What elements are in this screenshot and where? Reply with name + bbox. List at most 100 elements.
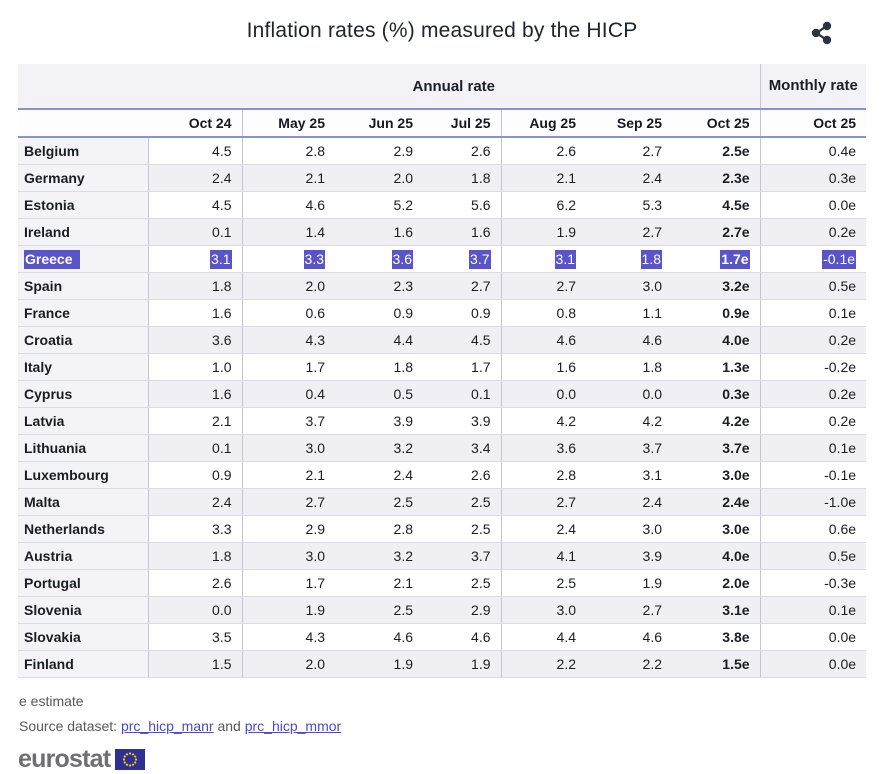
table-row: Portugal 2.6 1.7 2.1 2.5 2.5 1.9 2.0e -0.3e bbox=[18, 569, 867, 597]
cell-text: 1.6 bbox=[556, 359, 576, 375]
monthly-value-cell: 0.0e bbox=[759, 650, 867, 678]
cell-text: 2.1 bbox=[393, 575, 413, 591]
value-cell: 2.7 bbox=[423, 272, 501, 300]
cell-text: 0.1e bbox=[828, 602, 857, 618]
cell-text: 2.4 bbox=[393, 467, 413, 483]
country-cell: Lithuania bbox=[18, 434, 148, 462]
value-cell: 1.8 bbox=[335, 353, 423, 381]
country-cell: Croatia bbox=[18, 326, 148, 354]
value-cell: 1.6 bbox=[147, 380, 242, 408]
cell-text: Ireland bbox=[24, 224, 70, 240]
value-cell: 3.9 bbox=[335, 407, 423, 435]
cell-text: 0.6 bbox=[305, 305, 325, 321]
eurostat-logo-text: eurostat bbox=[18, 745, 111, 773]
cell-text: 3.6 bbox=[212, 332, 232, 348]
value-cell: 0.1 bbox=[147, 218, 242, 246]
dataset-link-prc-hicp-manr[interactable]: prc_hicp_manr bbox=[120, 718, 214, 734]
value-cell: 3.6 bbox=[500, 434, 586, 462]
cell-text: 0.1e bbox=[828, 305, 857, 321]
cell-text: 3.8e bbox=[722, 629, 750, 645]
cell-text: 2.6 bbox=[212, 575, 232, 591]
value-cell: 1.8 bbox=[586, 353, 672, 381]
cell-text: 2.5 bbox=[471, 521, 491, 537]
value-cell: 2.5 bbox=[335, 596, 423, 624]
cell-text: 2.1 bbox=[212, 413, 232, 429]
group-header-row: Annual rate Monthly rate bbox=[18, 64, 867, 109]
country-cell: Austria bbox=[18, 542, 148, 570]
country-cell: Cyprus bbox=[18, 380, 148, 408]
cell-text: 1.9 bbox=[305, 602, 325, 618]
value-cell: 2.6 bbox=[500, 137, 586, 165]
cell-text: 2.6 bbox=[471, 467, 491, 483]
cell-text: 4.0e bbox=[722, 548, 750, 564]
value-cell: 3.3 bbox=[241, 245, 335, 273]
cell-text: 3.0 bbox=[305, 548, 325, 564]
value-cell: 2.7 bbox=[500, 272, 586, 300]
eu-flag-icon bbox=[115, 749, 146, 770]
cell-text: 2.2 bbox=[642, 656, 662, 672]
cell-text: 1.7 bbox=[305, 359, 325, 375]
cell-text: 0.5e bbox=[828, 548, 857, 564]
value-cell: 0.9e bbox=[672, 299, 761, 327]
value-cell: 3.1 bbox=[147, 245, 242, 273]
table-row: Italy 1.0 1.7 1.8 1.7 1.6 1.8 1.3e -0.2e bbox=[18, 353, 867, 381]
cell-text: 2.1 bbox=[305, 467, 325, 483]
value-cell: 2.4 bbox=[335, 461, 423, 489]
cell-text: 1.9 bbox=[471, 656, 491, 672]
value-cell: 3.0 bbox=[586, 515, 672, 543]
selection-highlight: 3.6 bbox=[391, 250, 413, 269]
value-cell: 2.9 bbox=[241, 515, 335, 543]
monthly-value-cell: 0.4e bbox=[759, 137, 867, 165]
cell-text: 5.3 bbox=[642, 197, 662, 213]
value-cell: 2.4 bbox=[500, 515, 586, 543]
value-cell: 2.5e bbox=[672, 137, 761, 165]
value-cell: 5.3 bbox=[586, 191, 672, 219]
table-row: Finland 1.5 2.0 1.9 1.9 2.2 2.2 1.5e 0.0e bbox=[18, 650, 867, 678]
value-cell: 2.4 bbox=[147, 488, 242, 516]
cell-text: 3.0e bbox=[722, 521, 750, 537]
cell-text: Latvia bbox=[24, 413, 65, 429]
table-row: Croatia 3.6 4.3 4.4 4.5 4.6 4.6 4.0e 0.2e bbox=[18, 326, 867, 354]
cell-text: 1.8 bbox=[471, 170, 491, 186]
cell-text: 3.5 bbox=[212, 629, 232, 645]
cell-text: 4.0e bbox=[722, 332, 750, 348]
value-cell: 1.3e bbox=[672, 353, 761, 381]
value-cell: 3.3 bbox=[147, 515, 242, 543]
value-cell: 4.0e bbox=[672, 542, 761, 570]
cell-text: 4.6 bbox=[393, 629, 413, 645]
table-row: Slovenia 0.0 1.9 2.5 2.9 3.0 2.7 3.1e 0.1e bbox=[18, 596, 867, 624]
cell-text: 2.5 bbox=[393, 602, 413, 618]
value-cell: 1.9 bbox=[500, 218, 586, 246]
value-cell: 4.5 bbox=[423, 326, 501, 354]
value-cell: 2.1 bbox=[147, 407, 242, 435]
column-header-oct24: Oct 24 bbox=[148, 108, 242, 138]
value-cell: 4.6 bbox=[586, 623, 672, 651]
value-cell: 4.1 bbox=[500, 542, 586, 570]
value-cell: 2.7 bbox=[586, 596, 672, 624]
cell-text: 3.4 bbox=[471, 440, 491, 456]
cell-text: 0.9 bbox=[393, 305, 413, 321]
cell-text: 2.7e bbox=[722, 224, 750, 240]
value-cell: 1.6 bbox=[335, 218, 423, 246]
cell-text: 0.9 bbox=[212, 467, 232, 483]
selection-highlight: 3.7 bbox=[469, 250, 491, 269]
value-cell: 2.5 bbox=[500, 569, 586, 597]
cell-text: 3.2 bbox=[393, 548, 413, 564]
cell-text: Malta bbox=[24, 494, 60, 510]
value-cell: 3.5 bbox=[147, 623, 242, 651]
cell-text: 5.6 bbox=[471, 197, 491, 213]
value-cell: 3.1 bbox=[500, 245, 586, 273]
value-cell: 1.0 bbox=[147, 353, 242, 381]
selection-highlight: 3.1 bbox=[210, 250, 232, 269]
country-cell: Italy bbox=[18, 353, 148, 381]
share-button[interactable] bbox=[809, 21, 835, 47]
value-cell: 0.6 bbox=[241, 299, 335, 327]
value-cell: 0.1 bbox=[423, 380, 501, 408]
monthly-value-cell: 0.6e bbox=[759, 515, 867, 543]
value-cell: 2.5 bbox=[423, 515, 501, 543]
dataset-link-prc-hicp-mmor[interactable]: prc_hicp_mmor bbox=[244, 718, 342, 734]
cell-text: 2.4 bbox=[212, 494, 232, 510]
value-cell: 4.6 bbox=[335, 623, 423, 651]
corner-cell bbox=[18, 64, 148, 109]
value-cell: 2.4e bbox=[672, 488, 761, 516]
